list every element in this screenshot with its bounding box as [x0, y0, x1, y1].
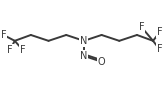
- Text: F: F: [7, 45, 13, 55]
- Text: F: F: [20, 45, 26, 55]
- Text: F: F: [1, 30, 6, 40]
- Text: F: F: [157, 27, 162, 37]
- Text: O: O: [98, 57, 105, 67]
- Text: N: N: [80, 51, 88, 61]
- Text: F: F: [139, 22, 145, 32]
- Text: F: F: [157, 44, 162, 54]
- Text: N: N: [80, 36, 88, 46]
